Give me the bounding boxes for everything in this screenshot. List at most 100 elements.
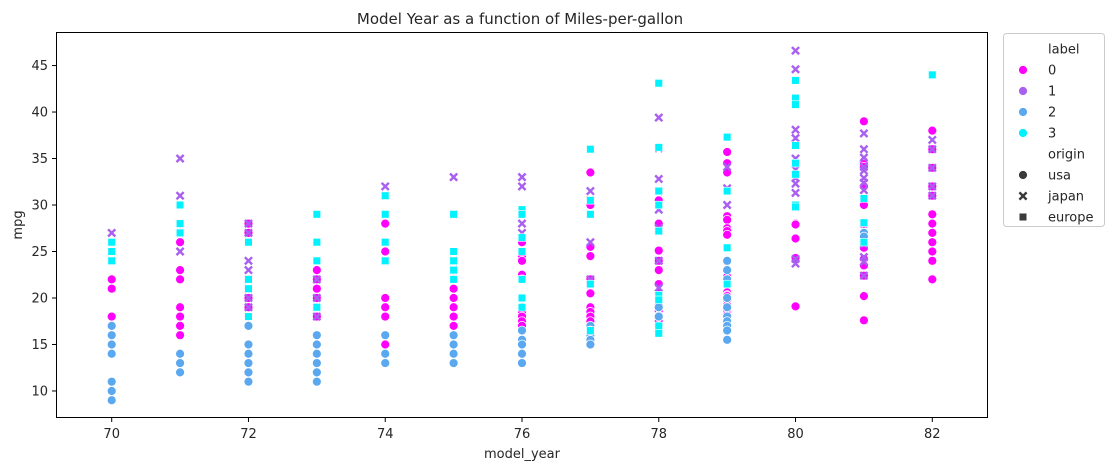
legend-style-label: europe: [1048, 211, 1094, 226]
x-tick-label: 76: [514, 427, 531, 442]
data-point: [927, 237, 938, 248]
data-point: [106, 376, 117, 387]
data-point: [449, 210, 458, 219]
data-point: [244, 293, 253, 303]
data-point: [311, 339, 322, 350]
data-point: [107, 238, 116, 247]
data-point: [175, 265, 185, 275]
data-point: [859, 315, 869, 326]
data-point: [859, 185, 869, 195]
data-point: [106, 348, 117, 359]
data-point: [311, 283, 322, 294]
data-point: [722, 147, 733, 157]
data-point: [790, 233, 801, 244]
data-point: [449, 275, 458, 284]
data-point: [244, 238, 253, 247]
data-point: [927, 255, 938, 266]
data-point: [381, 191, 390, 200]
data-point: [517, 247, 527, 256]
data-points: [106, 46, 938, 406]
data-point: [312, 256, 321, 265]
data-point: [517, 339, 527, 350]
y-tick-label: 10: [31, 384, 48, 399]
data-point: [859, 194, 869, 203]
data-point: [244, 256, 253, 266]
legend-hue-label: 1: [1048, 85, 1056, 100]
data-point: [311, 348, 322, 359]
data-point: [448, 358, 459, 368]
data-point: [311, 376, 322, 387]
data-point: [722, 229, 733, 240]
data-point: [106, 395, 117, 406]
x-axis: 70 72 74 76 78 80 82: [103, 417, 941, 442]
data-point: [517, 219, 527, 229]
data-point: [517, 275, 527, 284]
data-point: [448, 339, 459, 350]
data-point: [585, 288, 596, 299]
data-point: [312, 238, 321, 247]
data-point: [654, 295, 663, 304]
data-point: [723, 133, 732, 142]
data-point: [654, 226, 663, 236]
data-point: [244, 219, 253, 229]
data-point: [243, 320, 254, 331]
data-point: [380, 293, 391, 303]
data-point: [791, 202, 800, 211]
data-point: [517, 348, 527, 359]
data-point: [243, 348, 254, 359]
x-tick-label: 82: [924, 427, 941, 442]
data-point: [448, 348, 459, 359]
legend-hue-label: 0: [1048, 64, 1056, 79]
legend-hue-label: 3: [1048, 127, 1056, 142]
data-point: [859, 166, 869, 176]
data-point: [585, 237, 595, 247]
data-point: [448, 293, 459, 303]
data-point: [791, 170, 800, 179]
legend-hue-label: 2: [1048, 106, 1056, 121]
data-point: [585, 167, 596, 178]
y-axis: 10 15 20 25 30 35 40 45: [31, 59, 57, 399]
data-point: [244, 312, 253, 321]
data-point: [380, 311, 391, 322]
data-point: [311, 367, 322, 378]
x-tick-label: 80: [787, 427, 804, 442]
data-point: [380, 246, 391, 257]
data-point: [927, 218, 938, 229]
data-point: [722, 214, 733, 225]
data-point: [927, 228, 938, 238]
data-point: [791, 179, 800, 189]
legend-marker: [1018, 65, 1028, 75]
data-point: [585, 339, 596, 350]
data-point: [859, 271, 869, 281]
data-point: [175, 154, 185, 163]
data-point: [722, 334, 733, 345]
legend-marker: [1018, 86, 1028, 96]
data-point: [791, 64, 800, 74]
data-point: [586, 145, 595, 154]
data-point: [722, 265, 733, 275]
data-point: [722, 293, 733, 303]
data-point: [517, 233, 527, 242]
data-point: [244, 284, 253, 293]
data-point: [311, 265, 322, 275]
data-point: [175, 200, 185, 210]
data-point: [243, 358, 254, 368]
data-point: [654, 321, 663, 331]
data-point: [654, 113, 664, 123]
data-point: [722, 325, 733, 336]
data-point: [859, 291, 869, 302]
data-point: [380, 218, 391, 229]
y-tick-label: 35: [31, 152, 48, 167]
chart-title: Model Year as a function of Miles-per-ga…: [357, 10, 683, 28]
y-tick-label: 25: [31, 245, 48, 260]
data-point: [586, 279, 595, 289]
x-tick-label: 72: [240, 427, 257, 442]
x-tick-label: 70: [103, 427, 120, 442]
data-point: [859, 116, 869, 127]
data-point: [927, 191, 937, 201]
data-point: [449, 265, 458, 275]
data-point: [381, 210, 390, 219]
data-point: [517, 358, 527, 368]
data-point: [380, 181, 390, 191]
data-point: [586, 196, 595, 205]
